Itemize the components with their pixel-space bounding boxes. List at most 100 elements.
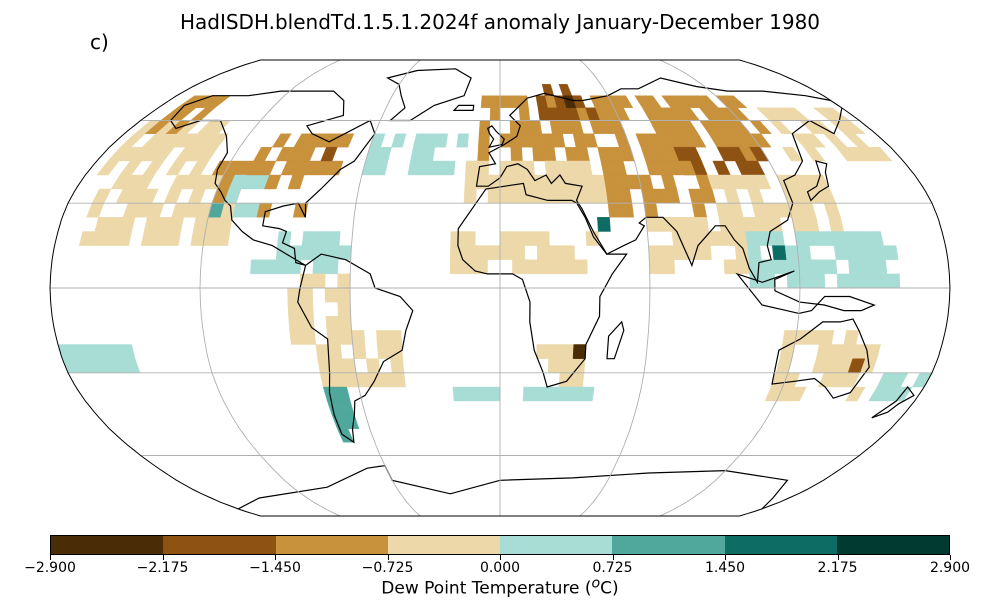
grid-cell [611, 160, 627, 176]
grid-cell [547, 358, 562, 373]
grid-cell [96, 160, 120, 176]
grid-cell [534, 386, 548, 402]
grid-cell [849, 273, 863, 289]
grid-cell [419, 160, 434, 176]
grid-cell [329, 358, 345, 373]
grid-cell [648, 245, 663, 260]
grid-cell [535, 188, 549, 204]
grid-cell [376, 344, 391, 359]
grid-cell [747, 188, 765, 204]
grid-cell [607, 202, 622, 218]
grid-cell [462, 245, 476, 260]
grid-cell [336, 133, 355, 148]
grid-cell [499, 231, 513, 246]
grid-cell [560, 344, 574, 359]
grid-cell [833, 245, 849, 260]
grid-cell [529, 120, 543, 134]
grid-cell [678, 160, 697, 176]
colorbar-tick-label: −0.725 [361, 560, 414, 576]
colorbar-segment [836, 536, 949, 554]
grid-cell [616, 95, 634, 109]
grid-cell [836, 273, 851, 289]
grid-cell [519, 120, 532, 134]
colorbar-tick [50, 555, 51, 560]
grid-cell [464, 174, 478, 190]
coastline-europe-asia [475, 77, 843, 285]
colorbar-tick [162, 555, 164, 560]
grid-cell [868, 231, 884, 246]
grid-cell [845, 386, 866, 402]
grid-cell [691, 202, 708, 218]
panel-label: c) [90, 30, 109, 54]
grid-cell [727, 146, 747, 162]
grid-cell [811, 273, 826, 289]
grid-cell [537, 259, 551, 275]
grid-cell [761, 273, 776, 289]
grid-cell [661, 174, 678, 190]
grid-cell [388, 330, 403, 345]
grid-cell [559, 358, 574, 373]
grid-cell [476, 160, 490, 176]
grid-cell [546, 188, 561, 204]
grid-cell [823, 259, 838, 275]
grid-cell [188, 160, 210, 176]
grid-cell [365, 358, 381, 373]
grid-cell [574, 259, 588, 275]
grid-cell [434, 133, 449, 148]
grid-cell [810, 174, 831, 190]
grid-cell [536, 245, 551, 260]
grid-cell [868, 146, 893, 162]
grid-cell [490, 95, 501, 109]
grid-cell [510, 160, 524, 176]
coastline-madagascar [606, 320, 625, 360]
grid-cell [773, 259, 788, 275]
grid-cell [578, 160, 593, 176]
grid-cell [557, 386, 571, 402]
grid-cell [649, 259, 663, 275]
grid-cell [873, 259, 888, 275]
grid-cell [187, 188, 206, 204]
grid-cell [549, 259, 563, 275]
colorbar-tick-label: 2.175 [817, 560, 858, 576]
grid-cell [314, 231, 329, 246]
grid-cell [781, 146, 803, 162]
grid-cell [561, 259, 576, 275]
grid-cell [499, 95, 510, 109]
grid-cell [275, 259, 289, 275]
grid-cell [511, 174, 524, 190]
grid-cell [430, 160, 445, 176]
grid-cell [338, 330, 353, 345]
grid-cell [843, 133, 870, 148]
coastline-japan [806, 160, 830, 202]
grid-cell [580, 386, 595, 402]
grid-cell [299, 287, 314, 303]
grid-cell [561, 245, 575, 260]
grid-cell [337, 301, 351, 317]
grid-cell [860, 259, 875, 275]
grid-cell [524, 231, 538, 246]
grid-cell [189, 107, 216, 121]
grid-cell [271, 133, 292, 148]
grid-cell [708, 231, 724, 246]
grid-cell [818, 330, 835, 345]
grid-cell [476, 386, 489, 402]
colorbar-segment [163, 536, 276, 554]
grid-cell [798, 259, 813, 275]
grid-cell [337, 287, 351, 303]
grid-cell [846, 245, 862, 260]
colorbar-label-main: Dew Point Temperature ( [381, 578, 592, 599]
grid-cell [449, 245, 464, 260]
grid-cell [379, 372, 395, 388]
colorbar-segment [612, 536, 725, 554]
coastline-uk [486, 125, 505, 149]
grid-cell [660, 245, 675, 260]
grid-cell [326, 330, 341, 345]
grid-cell [165, 160, 187, 176]
grid-cell [520, 133, 533, 148]
colorbar-tick-label: −2.175 [136, 560, 189, 576]
grid-cell [671, 231, 686, 246]
grid-cell [787, 386, 807, 402]
grid-cell [487, 188, 501, 204]
grid-cell [312, 273, 326, 289]
colorbar-tick-label: 2.900 [929, 560, 971, 576]
